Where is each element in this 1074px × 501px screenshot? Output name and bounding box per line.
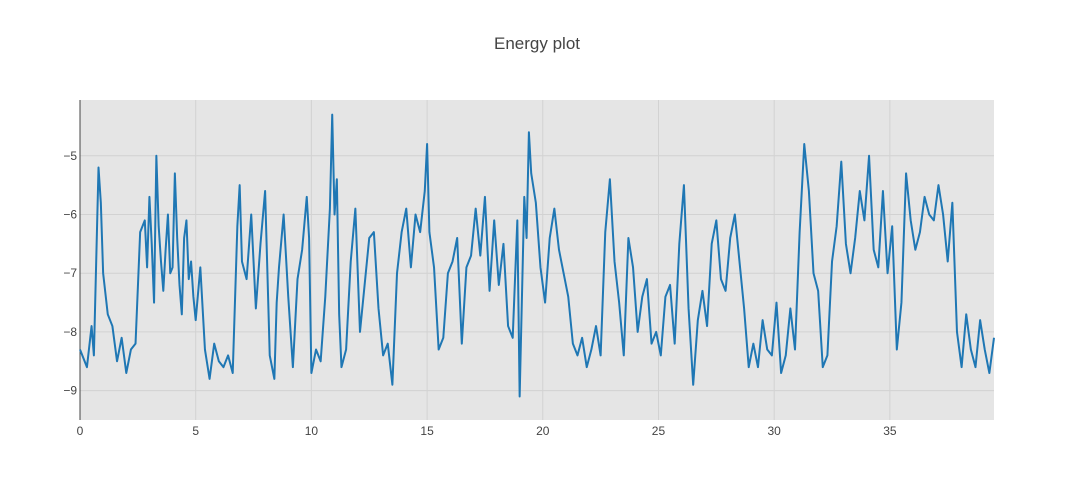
y-tick-label: −7: [63, 266, 77, 280]
energy-series-line: [79, 113, 995, 398]
x-tick-label: 15: [420, 424, 434, 438]
x-tick-label: 5: [192, 424, 199, 438]
plot-area: [80, 100, 994, 420]
y-tick-label: −8: [63, 325, 77, 339]
chart-title: Energy plot: [494, 34, 580, 53]
x-tick-label: 35: [883, 424, 897, 438]
y-gridlines: [80, 155, 994, 392]
x-tick-label: 30: [767, 424, 781, 438]
x-tick-label: 0: [77, 424, 84, 438]
x-tick-label: 25: [652, 424, 666, 438]
x-tick-label: 20: [536, 424, 550, 438]
x-gridlines: [195, 100, 891, 420]
y-tick-label: −6: [63, 207, 77, 221]
y-axis: −9 −8 −7 −6 −5: [63, 149, 77, 398]
x-axis: 0 5 10 15 20 25 30 35: [77, 424, 897, 438]
x-tick-label: 10: [305, 424, 319, 438]
y-tick-label: −5: [63, 149, 77, 163]
y-tick-label: −9: [63, 384, 77, 398]
